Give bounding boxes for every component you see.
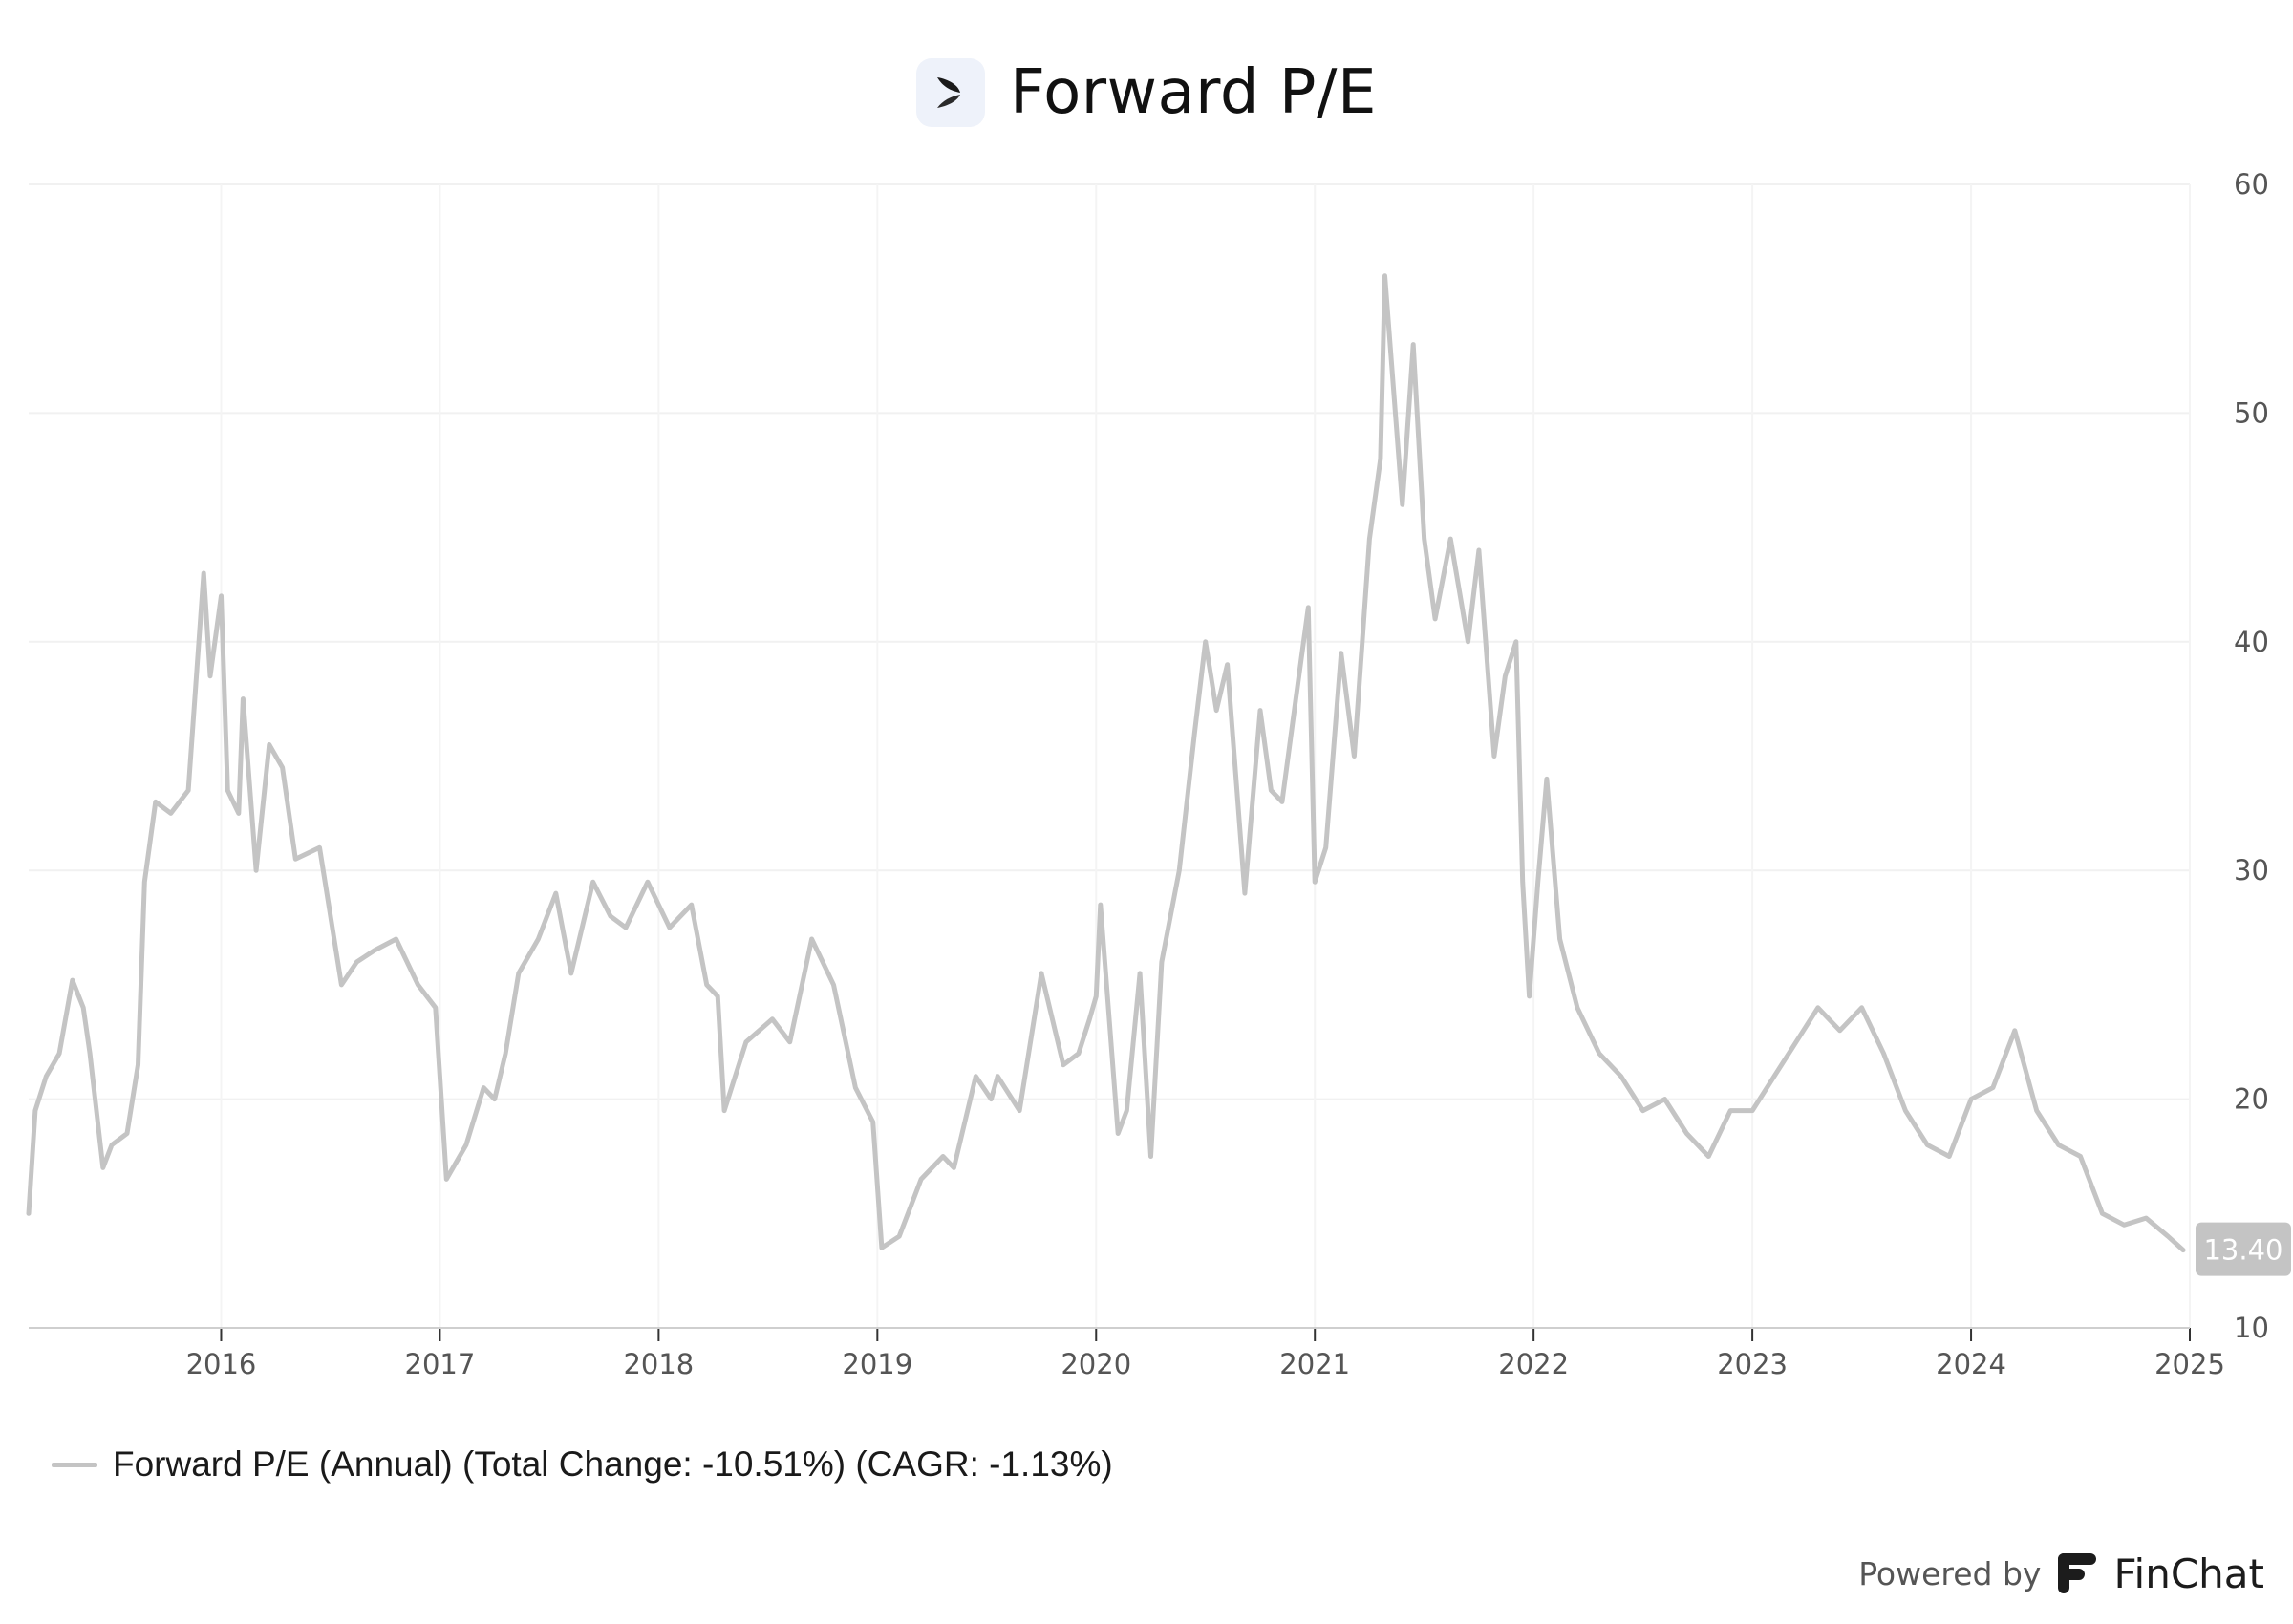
company-logo-mark [937, 77, 961, 108]
series-line [26, 273, 2186, 1253]
x-tick-label: 2021 [1279, 1348, 1350, 1380]
y-tick-label: 30 [2234, 854, 2269, 887]
finchat-brand: FinChat [2113, 1549, 2264, 1597]
x-tick-label: 2016 [186, 1348, 257, 1380]
finchat-logo-icon [2058, 1553, 2097, 1593]
x-tick-label: 2020 [1061, 1348, 1131, 1380]
x-tick-label: 2018 [623, 1348, 694, 1380]
last-value-badge [2196, 1222, 2291, 1276]
company-logo-icon [916, 58, 986, 127]
x-tick-label: 2019 [842, 1348, 912, 1380]
powered-by-footer[interactable]: Powered by FinChat [1858, 1549, 2264, 1597]
y-tick-label: 50 [2234, 396, 2269, 429]
legend-label: Forward P/E (Annual) (Total Change: -10.… [113, 1444, 1113, 1484]
chart-header: Forward P/E [0, 50, 2293, 136]
chart-legend[interactable]: Forward P/E (Annual) (Total Change: -10.… [52, 1444, 1113, 1485]
axis-layer: 10 20 30 40 50 60 2016 2017 2018 2019 2020 2021 2022… [29, 168, 2269, 1380]
y-tick-label: 10 [2234, 1312, 2269, 1344]
x-tick-label: 2022 [1498, 1348, 1569, 1380]
chart-title: Forward P/E [1010, 57, 1377, 128]
y-tick-label: 20 [2234, 1083, 2269, 1116]
x-tick-label: 2017 [405, 1348, 476, 1380]
grid-layer [29, 183, 2191, 1328]
x-tick-label: 2025 [2154, 1348, 2225, 1380]
label-layer: 13.40 [2196, 1222, 2291, 1276]
x-tick-label: 2023 [1717, 1348, 1788, 1380]
powered-by-text: Powered by [1858, 1554, 2042, 1592]
x-tick-label: 2024 [1936, 1348, 2006, 1380]
y-tick-label: 60 [2234, 168, 2269, 201]
y-tick-label: 40 [2234, 626, 2269, 658]
legend-swatch [52, 1462, 97, 1467]
chart-plot: 10 20 30 40 50 60 2016 2017 2018 2019 2020 2021 2022… [26, 168, 2291, 1380]
last-value-label: 13.40 [2203, 1234, 2282, 1267]
series-layer [26, 273, 2186, 1253]
